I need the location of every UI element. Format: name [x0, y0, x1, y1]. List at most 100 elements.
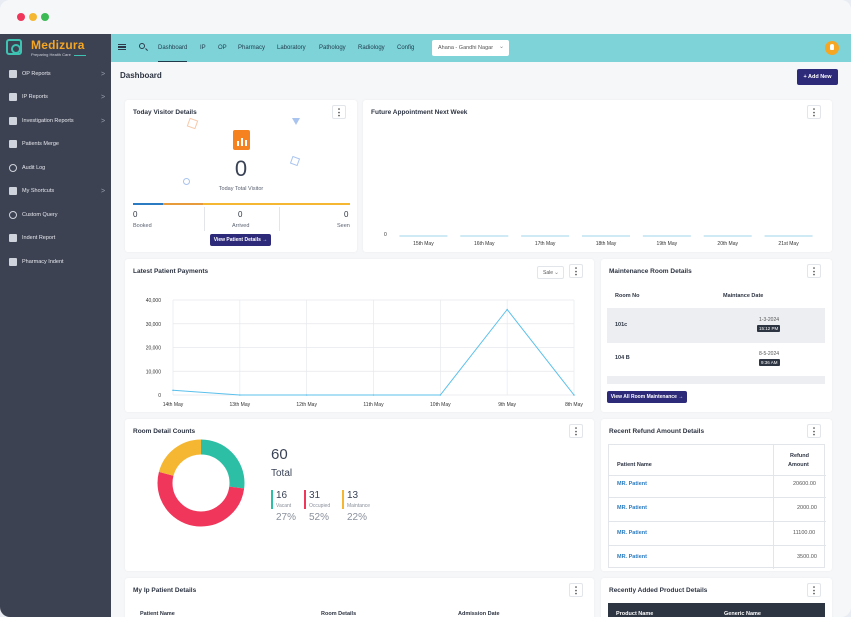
refund-amount: 3500.00: [797, 554, 817, 560]
col-generic-name: Generic Name: [724, 611, 761, 617]
shortcut-icon: [9, 187, 17, 195]
sidebar-item-patients-merge[interactable]: Patients Merge: [0, 134, 111, 154]
kebab-menu-icon[interactable]: ⋮: [807, 105, 821, 119]
data-point[interactable]: [439, 394, 442, 396]
sidebar-item-investigation-reports[interactable]: Investigation Reports >: [0, 111, 111, 131]
col-admission-date: Admission Date: [458, 611, 500, 617]
tab-pathology[interactable]: Pathology: [319, 45, 346, 51]
view-all-room-maintenance-button[interactable]: View All Room Maintenance →: [607, 391, 687, 403]
data-point[interactable]: [239, 394, 241, 396]
vacant-pct: 27%: [276, 512, 297, 523]
refund-amount: 20600.00: [793, 481, 816, 487]
card-title: My Ip Patient Details: [133, 587, 197, 594]
brand[interactable]: Medizura Preparing Health Care: [0, 34, 111, 62]
menu-icon[interactable]: [118, 44, 126, 50]
sidebar-item-label: Investigation Reports: [22, 118, 74, 124]
patient-link[interactable]: MR. Patient: [617, 530, 647, 536]
row-divider: [609, 545, 826, 546]
maximize-window-button[interactable]: [41, 13, 49, 21]
sidebar-item-audit-log[interactable]: Audit Log: [0, 158, 111, 178]
time-badge: 15:12 PM: [757, 325, 781, 332]
refund-table: Patient Name Refund Amount MR. Patient 2…: [608, 444, 826, 569]
patient-link[interactable]: MR. Patient: [617, 505, 647, 511]
payments-card: Latest Patient Payments Sale ⌄ ⋮ 40,000 3…: [125, 259, 594, 412]
tab-laboratory[interactable]: Laboratory: [277, 45, 306, 51]
page-title: Dashboard: [120, 71, 162, 80]
table-row[interactable]: 104 B 8-5-2024 9:36 AM: [607, 343, 825, 376]
lightbulb-icon[interactable]: [825, 41, 839, 55]
tab-dashboard[interactable]: Dashboard: [158, 34, 188, 62]
card-title: Latest Patient Payments: [133, 268, 209, 275]
minimize-window-button[interactable]: [29, 13, 37, 21]
kebab-menu-icon[interactable]: ⋮: [569, 424, 583, 438]
sale-filter-value: Sale: [543, 269, 554, 276]
kebab-menu-icon[interactable]: ⋮: [807, 264, 821, 278]
data-point[interactable]: [506, 308, 508, 311]
kebab-menu-icon[interactable]: ⋮: [807, 424, 821, 438]
donut-segment-maintance[interactable]: [157, 439, 245, 527]
maintenance-date: 8-5-2024: [759, 351, 780, 357]
add-new-button[interactable]: + Add New: [797, 69, 838, 85]
patient-link[interactable]: MR. Patient: [617, 554, 647, 560]
kebab-menu-icon[interactable]: ⋮: [569, 583, 583, 597]
search-icon[interactable]: [139, 43, 145, 49]
sidebar-item-indent-report[interactable]: Indent Report: [0, 228, 111, 248]
kebab-menu-icon[interactable]: ⋮: [569, 264, 583, 278]
table-row[interactable]: 101c 1-3-2024 15:12 PM: [607, 308, 825, 343]
products-card: Recently Added Product Details ⋮ Product…: [601, 578, 832, 617]
tab-config[interactable]: Config: [397, 45, 415, 51]
sidebar-item-label: Patients Merge: [22, 141, 59, 147]
location-select[interactable]: Ahana - Gandhi Nagar ⌄: [432, 40, 509, 56]
kebab-menu-icon[interactable]: ⋮: [807, 583, 821, 597]
tab-pharmacy[interactable]: Pharmacy: [238, 45, 266, 51]
tab-ip[interactable]: IP: [200, 45, 206, 51]
scroll-track[interactable]: [607, 376, 825, 384]
col-patient-name: Patient Name: [617, 462, 652, 468]
tab-op[interactable]: OP: [218, 45, 227, 51]
maintenance-label: Maintance: [347, 503, 371, 509]
x-tick-label: 21st May: [778, 241, 799, 247]
sidebar-item-label: My Shortcuts: [22, 188, 55, 194]
data-point[interactable]: [372, 394, 375, 396]
sidebar-item-label: Custom Query: [22, 212, 58, 218]
room-no: 104 B: [615, 355, 630, 361]
window-titlebar: [0, 0, 851, 34]
sidebar-item-op-reports[interactable]: OP Reports >: [0, 64, 111, 84]
room-no: 101c: [615, 322, 628, 328]
sidebar-item-ip-reports[interactable]: IP Reports >: [0, 87, 111, 107]
col-room-no: Room No: [615, 293, 640, 299]
patient-link[interactable]: MR. Patient: [617, 481, 647, 487]
kebab-menu-icon[interactable]: ⋮: [332, 105, 346, 119]
data-point[interactable]: [305, 394, 308, 396]
chevron-right-icon: >: [101, 117, 106, 125]
data-point[interactable]: [573, 394, 575, 396]
report-icon: [9, 93, 17, 101]
chevron-right-icon: >: [101, 187, 106, 195]
donut-segment-occupied[interactable]: [157, 439, 245, 527]
view-patient-details-button[interactable]: View Patient Details →: [210, 234, 271, 246]
sale-filter-select[interactable]: Sale ⌄: [537, 266, 564, 279]
sidebar-item-pharmacy-indent[interactable]: Pharmacy Indent: [0, 252, 111, 272]
location-value: Ahana - Gandhi Nagar: [438, 45, 494, 51]
x-tick-label: 16th May: [473, 241, 495, 247]
col-room-details: Room Details: [321, 611, 357, 617]
sidebar-item-label: Indent Report: [22, 235, 56, 241]
tab-radiology[interactable]: Radiology: [358, 45, 385, 51]
brand-name: Medizura: [31, 38, 85, 52]
close-window-button[interactable]: [17, 13, 25, 21]
decorative-triangle-icon: [292, 118, 300, 125]
x-tick-label: 10th May: [430, 402, 451, 408]
data-point[interactable]: [172, 389, 174, 392]
x-tick-label: 20th May: [717, 241, 738, 247]
appointment-chart: [399, 235, 813, 237]
divider: [204, 207, 205, 231]
rooms-total-label: Total: [271, 468, 293, 479]
col-patient-name: Patient Name: [140, 611, 175, 617]
col-product-name: Product Name: [616, 611, 654, 617]
sidebar-item-custom-query[interactable]: Custom Query: [0, 205, 111, 225]
sidebar-item-label: Pharmacy Indent: [22, 259, 64, 265]
sidebar-item-my-shortcuts[interactable]: My Shortcuts >: [0, 181, 111, 201]
x-tick-label: 14th May: [163, 402, 184, 408]
seen-label: Seen: [337, 223, 350, 229]
